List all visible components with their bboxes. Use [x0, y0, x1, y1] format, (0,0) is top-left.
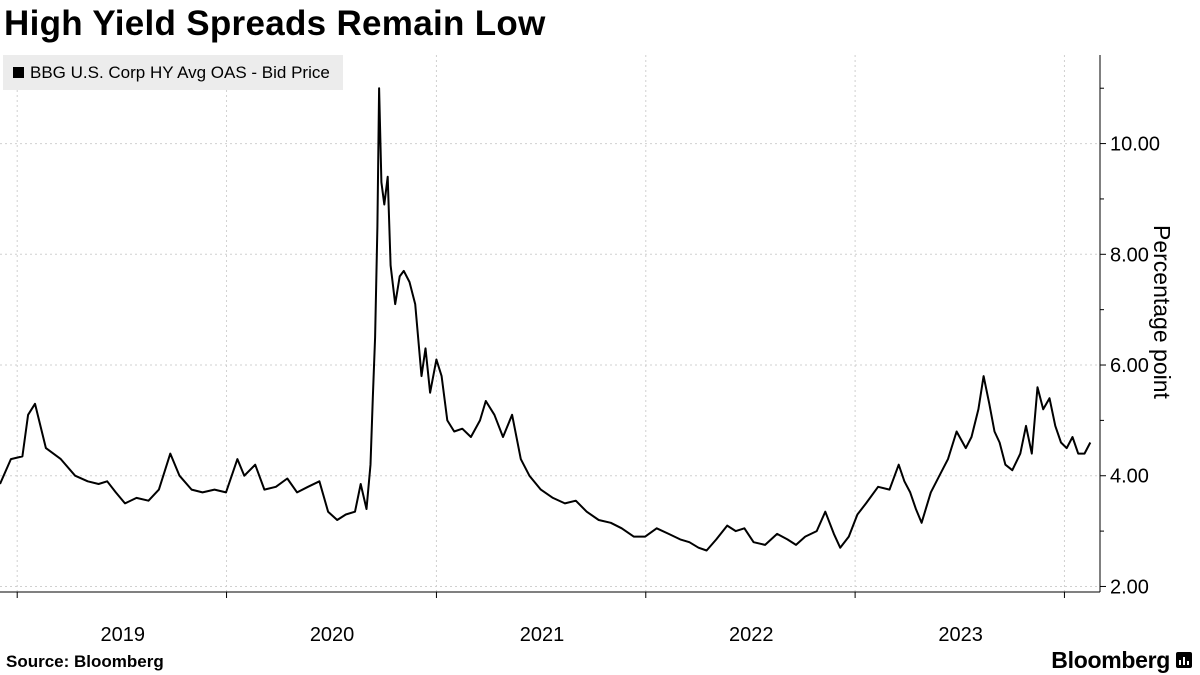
y-axis-label: Percentage point — [1149, 225, 1175, 399]
grid-lines — [0, 55, 1100, 592]
series-line — [0, 87, 1092, 552]
y-tick-label: 10.00 — [1110, 134, 1160, 156]
y-axis: 2.00 4.00 6.00 8.00 10.00 — [1099, 55, 1160, 598]
x-tick-label: 2019 — [100, 624, 145, 646]
legend-swatch — [13, 67, 24, 78]
bloomberg-logo-text: Bloomberg — [1051, 647, 1170, 673]
y-tick-label: 2.00 — [1110, 576, 1149, 598]
x-tick-label: 2021 — [520, 624, 565, 646]
x-tick-label: 2022 — [729, 624, 774, 646]
bloomberg-logo-icon — [1176, 652, 1192, 668]
legend: BBG U.S. Corp HY Avg OAS - Bid Price — [3, 55, 343, 90]
legend-label: BBG U.S. Corp HY Avg OAS - Bid Price — [30, 62, 330, 82]
x-axis: 2019 2020 2021 2022 2023 — [0, 591, 1100, 646]
x-tick-label: 2023 — [938, 624, 983, 646]
chart-title: High Yield Spreads Remain Low — [4, 4, 546, 43]
y-tick-label: 4.00 — [1110, 466, 1149, 488]
y-tick-label: 6.00 — [1110, 355, 1149, 377]
series-group — [0, 87, 1092, 552]
y-tick-label: 8.00 — [1110, 244, 1149, 266]
x-tick-label: 2020 — [310, 624, 355, 646]
source-note: Source: Bloomberg — [6, 652, 164, 671]
